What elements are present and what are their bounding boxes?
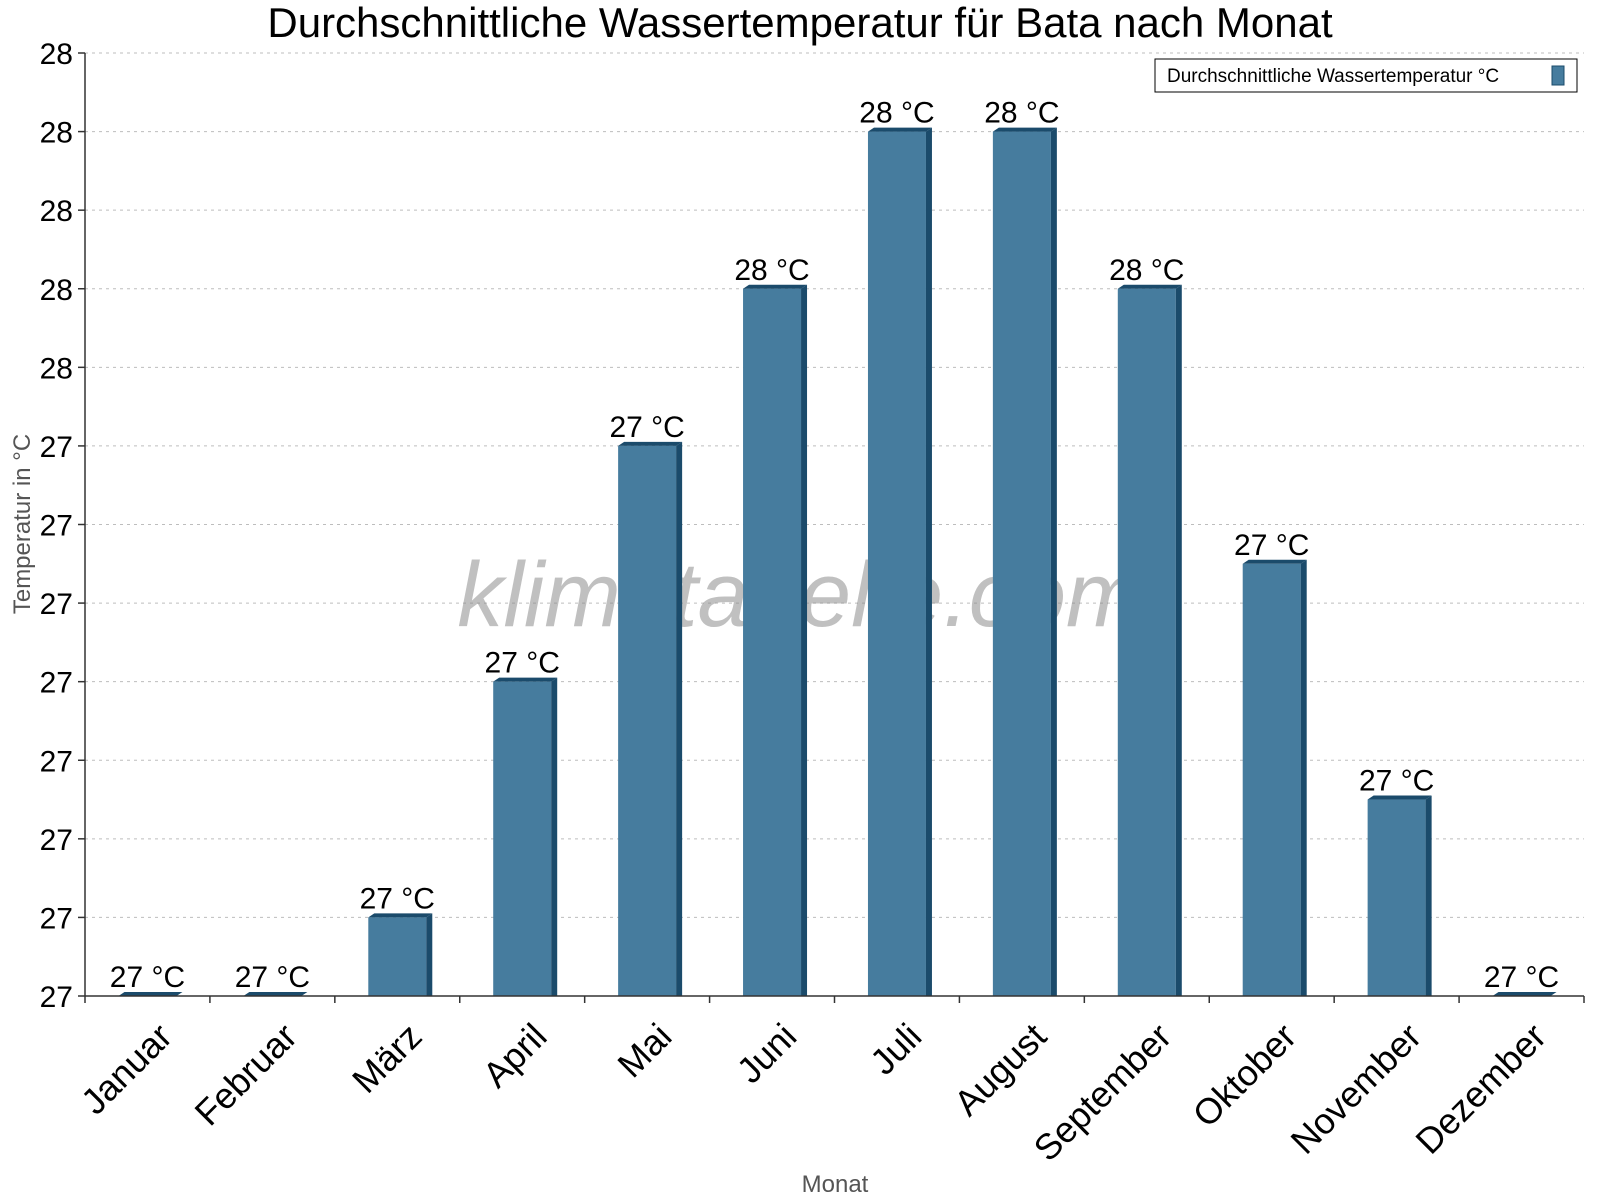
bar-face: [368, 917, 427, 996]
bar-juni: [743, 284, 808, 996]
x-tick-label: August: [946, 1015, 1054, 1123]
bar-top-face: [1117, 284, 1182, 289]
bar-september: [1117, 284, 1182, 996]
y-tick-label: 27: [40, 824, 73, 857]
bar-face: [1242, 563, 1301, 996]
data-label: 27 °C: [485, 647, 560, 680]
y-tick-label: 27: [40, 902, 73, 935]
bar-juli: [867, 127, 932, 997]
bar-november: [1367, 795, 1432, 996]
grid-lines: [85, 52, 1584, 918]
x-tick-label: Mai: [609, 1015, 679, 1085]
x-tick-label: Dezember: [1407, 1015, 1553, 1161]
bar-side-face: [1300, 559, 1307, 996]
bar-side-face: [1050, 127, 1057, 997]
y-tick-label: 28: [40, 117, 73, 150]
x-tick-label: Juni: [729, 1015, 805, 1091]
bar-face: [1117, 288, 1176, 996]
bar-side-face: [801, 284, 808, 996]
bar-face: [1367, 799, 1426, 996]
legend-label: Durchschnittliche Wassertemperatur °C: [1167, 66, 1499, 87]
bar-top-face: [1492, 992, 1557, 996]
data-label: 27 °C: [360, 882, 435, 915]
chart-title: Durchschnittliche Wassertemperatur für B…: [267, 0, 1333, 46]
x-tick-label: Februar: [187, 1015, 305, 1133]
y-tick-label: 27: [40, 431, 73, 464]
x-tick-label: Januar: [73, 1015, 180, 1122]
bar-januar: [118, 992, 183, 996]
bar-top-face: [743, 284, 808, 289]
bar-side-face: [925, 127, 932, 997]
y-tick-label: 27: [40, 667, 73, 700]
data-label: 28 °C: [1109, 254, 1184, 287]
x-axis-ticks: Januar Februar März April Mai Juni Juli AugustS…: [73, 996, 1585, 1169]
bar-side-face: [1175, 284, 1182, 996]
x-tick-label: April: [475, 1015, 555, 1095]
bar-face: [618, 445, 677, 997]
y-tick-label: 28: [40, 38, 73, 71]
x-axis-title: Monat: [802, 1171, 869, 1198]
bar-oktober: [1242, 559, 1307, 996]
bar-face: [992, 131, 1051, 997]
legend-box: [1154, 58, 1578, 93]
y-tick-label: 28: [40, 274, 73, 307]
bar-top-face: [118, 992, 183, 996]
bar-mai: [618, 441, 683, 997]
bar-märz: [368, 913, 433, 996]
bar-top-face: [992, 127, 1057, 132]
data-label: 28 °C: [734, 254, 809, 287]
y-tick-label: 28: [40, 195, 73, 228]
data-label: 27 °C: [1359, 765, 1434, 798]
legend-swatch: [1551, 65, 1565, 86]
y-tick-label: 27: [40, 510, 73, 543]
y-tick-label: 27: [40, 745, 73, 778]
bar-top-face: [493, 677, 558, 682]
bar-april: [493, 677, 558, 996]
data-label: 27 °C: [110, 961, 185, 994]
bars: [118, 127, 1557, 997]
bar-face: [867, 131, 926, 997]
bar-top-face: [618, 441, 683, 446]
data-label: 27 °C: [609, 411, 684, 444]
data-label: 27 °C: [1484, 961, 1559, 994]
data-labels: 27 °C 27 °C 27 °C 27 °C 27 °C 28 °C 28 °C 28 °C…: [110, 97, 1559, 994]
x-tick-label: Juli: [862, 1015, 929, 1082]
bar-top-face: [1367, 795, 1432, 800]
bar-top-face: [243, 992, 308, 996]
x-tick-label: September: [1026, 1015, 1180, 1169]
x-tick-label: November: [1283, 1015, 1429, 1161]
y-axis-ticks: 27 27 27 27 27 27 27 27 28 28 28 28 28: [40, 38, 85, 1014]
y-tick-label: 27: [40, 588, 73, 621]
data-label: 28 °C: [859, 97, 934, 130]
bar-dezember: [1492, 992, 1557, 996]
bar-face: [493, 681, 552, 996]
bar-top-face: [1242, 559, 1307, 564]
x-tick-label: Oktober: [1184, 1015, 1304, 1135]
bar-top-face: [368, 913, 433, 918]
legend: Durchschnittliche Wassertemperatur °C: [1154, 58, 1578, 93]
x-tick-label: März: [344, 1015, 430, 1101]
y-axis-title: Temperatur in °C: [9, 434, 36, 614]
bar-face: [743, 288, 802, 996]
bar-side-face: [676, 441, 683, 997]
bar-top-face: [867, 127, 932, 132]
data-label: 27 °C: [235, 961, 310, 994]
bar-side-face: [1425, 795, 1432, 996]
data-label: 27 °C: [1234, 529, 1309, 562]
data-label: 28 °C: [984, 97, 1059, 130]
bar-side-face: [426, 913, 433, 996]
bar-august: [992, 127, 1057, 997]
bar-februar: [243, 992, 308, 996]
y-tick-label: 27: [40, 981, 73, 1014]
bar-side-face: [551, 677, 558, 996]
y-tick-label: 28: [40, 352, 73, 385]
